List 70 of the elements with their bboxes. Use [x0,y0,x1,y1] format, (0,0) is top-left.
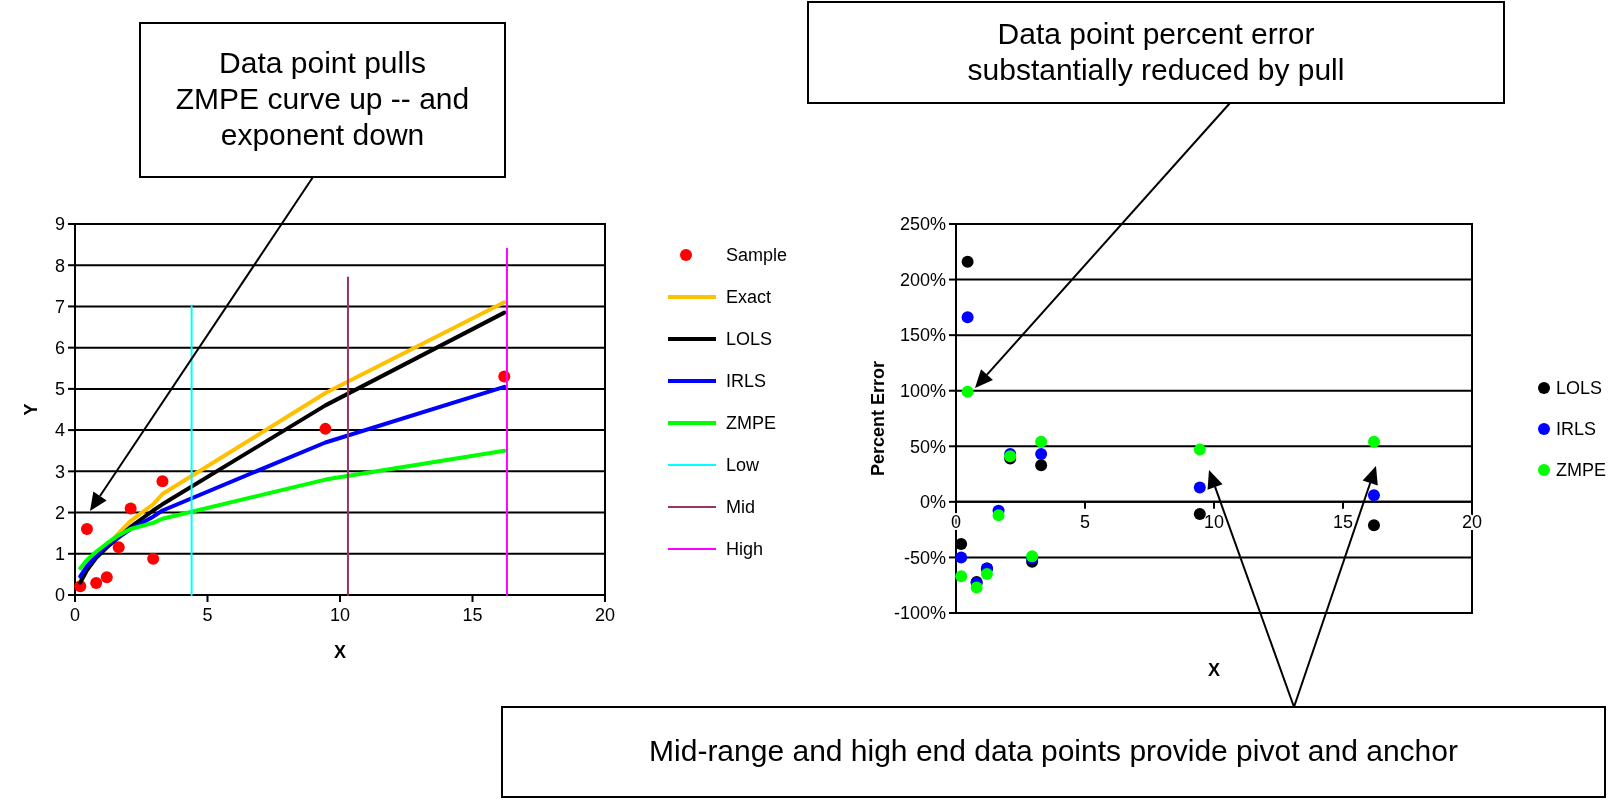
point [961,255,974,268]
x-axis-title: X [1207,660,1221,680]
y-tick-label: 100% [899,381,946,402]
x-tick-label: 5 [1079,511,1091,532]
y-tick-label: 1 [54,544,65,565]
y-tick-label: 200% [899,269,946,290]
point [319,422,332,435]
x-tick-label: 10 [329,605,351,625]
legend-label: LOLS [726,329,773,350]
point [147,552,160,565]
x-tick-label: 15 [1332,511,1354,532]
y-tick-label: 9 [54,214,65,235]
y-tick-label: 0 [54,585,65,606]
point [1035,459,1048,472]
y-tick-label: 150% [899,325,946,346]
legend-label: Low [726,455,761,476]
point [955,570,968,583]
point [80,523,93,536]
y-axis-title: Y [21,403,41,416]
legend-label: IRLS [1556,419,1597,440]
legend-label: LOLS [1556,378,1603,399]
point [112,541,125,554]
x-tick-label: 0 [69,605,81,625]
point [980,568,993,581]
x-tick-label: 10 [1203,511,1225,532]
legend-label: Exact [726,287,772,308]
point [970,581,983,594]
y-tick-label: 50% [909,436,946,457]
y-tick-label: 250% [899,214,946,235]
legend-label: ZMPE [726,413,777,434]
legend-label: High [726,539,764,560]
point [1367,435,1380,448]
y-tick-label: 4 [54,420,65,441]
x-tick-label: 15 [462,605,483,625]
y-tick-label: -100% [893,603,946,624]
point [1035,448,1048,461]
point [961,311,974,324]
x-axis-title: X [333,642,347,662]
point [90,577,103,590]
text: Data point percent error substantially reduced by pull [967,16,1345,86]
point [1035,435,1048,448]
line-series [78,448,507,571]
y-tick-label: 8 [54,255,65,276]
y-tick-label: -50% [903,547,946,568]
point [1367,519,1380,532]
y-tick-label: 7 [54,296,65,317]
point [100,571,113,584]
y-tick-label: 2 [54,502,65,523]
y-tick-label: 3 [54,461,65,482]
point [961,385,974,398]
point [1193,443,1206,456]
text: Data point pulls ZMPE curve up -- and exponent down [175,46,470,151]
point [992,509,1005,522]
legend-label: IRLS [726,371,767,392]
legend-label: ZMPE [1556,460,1607,481]
y-tick-label: 5 [54,379,65,400]
text: Mid-range and high end data points provide pivot and anchor [649,734,1458,767]
x-tick-label: 20 [594,605,616,625]
point [1193,481,1206,494]
y-tick-label: 6 [54,337,65,358]
point [1193,508,1206,521]
legend-label: Sample [726,245,788,266]
point [1367,489,1380,502]
legend-label: Mid [726,497,756,518]
y-tick-label: 0% [919,492,946,513]
point [156,475,169,488]
y-axis-title: Percent Error [868,360,888,477]
x-tick-label: 5 [202,605,213,625]
point [124,502,137,515]
point [955,551,968,564]
